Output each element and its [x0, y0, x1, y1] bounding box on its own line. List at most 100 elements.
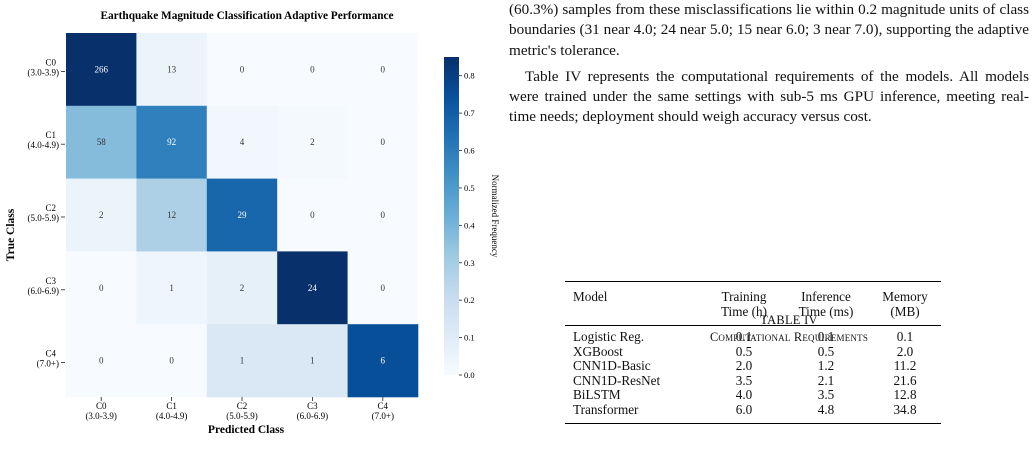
heatmap-cell-value: 0 [381, 283, 386, 293]
heatmap-cell [136, 33, 208, 107]
cell-inference-time: 1.2 [817, 358, 835, 373]
x-tick-range: (3.0-3.9) [85, 411, 117, 421]
heatmap-cell-value: 0 [381, 64, 386, 74]
y-tick-range: (3.0-3.9) [28, 67, 60, 77]
colorbar-tick-label: 0.2 [464, 295, 475, 305]
heatmap-cell [347, 251, 419, 325]
paragraph-table-intro: Table IV represents the computational re… [509, 67, 1029, 126]
y-tick-label: C3 [45, 276, 56, 286]
cell-model: Logistic Reg. [573, 329, 645, 344]
heatmap-cell [277, 251, 348, 325]
table-row: Logistic Reg. 0.1 0.1 0.1 [565, 326, 941, 345]
colorbar-tick-label: 0.4 [464, 220, 475, 230]
heatmap-cell-value: 1 [240, 356, 245, 366]
cell-training-time: 0.5 [735, 343, 753, 359]
heatmap-cell [277, 105, 348, 179]
cell-training-time: 4.0 [735, 387, 753, 402]
heatmap-cell [206, 324, 278, 398]
heatmap-cell-value: 6 [381, 356, 386, 366]
table-row: Transformer 6.0 4.8 34.8 [565, 401, 941, 424]
colorbar-tick-label: 0.5 [464, 183, 475, 193]
heatmap-cell-value: 2 [310, 137, 315, 147]
heatmap-cell [347, 105, 419, 179]
cell-inference-time: 4.8 [817, 401, 835, 417]
heatmap-cells [66, 33, 419, 398]
heatmap-cell [66, 251, 137, 325]
table-row: CNN1D-Basic 2.0 1.2 11.2 [565, 358, 941, 374]
heatmap-cell-value: 13 [167, 64, 177, 74]
cell-inference-time: 3.5 [817, 387, 835, 402]
heatmap-cell-value: 0 [310, 64, 315, 74]
colorbar-tick-label: 0.1 [464, 333, 475, 343]
table-row: CNN1D-ResNet 3.5 2.1 21.6 [565, 372, 941, 389]
colorbar-tick-label: 0.0 [464, 370, 475, 380]
y-tick-range: (4.0-4.9) [28, 140, 60, 150]
table-row: BiLSTM 4.0 3.5 12.8 [565, 387, 941, 403]
x-tick-label: C3 [307, 401, 318, 411]
cell-inference-time: 0.1 [817, 329, 835, 344]
cell-training-time: 3.5 [735, 372, 753, 388]
y-tick-label: C4 [45, 349, 56, 359]
y-tick-range: (6.0-6.9) [28, 286, 60, 296]
x-tick-label: C1 [166, 401, 177, 411]
cell-model: CNN1D-ResNet [573, 372, 661, 388]
y-tick-range: (7.0+) [37, 359, 59, 369]
colorbar-label: Normalized Frequency [490, 175, 500, 258]
heatmap-cell-value: 58 [97, 137, 107, 147]
heatmap-cell [347, 33, 419, 107]
heatmap-cell [277, 178, 348, 252]
cell-model: CNN1D-Basic [573, 358, 651, 373]
cell-memory: 0.1 [896, 329, 914, 344]
header-training-time: Training Time (h) [720, 289, 768, 319]
cell-model: Transformer [573, 401, 639, 417]
table-caption: TABLE IV Computational Requirements [509, 313, 1035, 345]
heatmap-cell-value: 0 [99, 283, 104, 293]
heatmap-cell-value: 0 [310, 210, 315, 220]
cell-memory: 2.0 [896, 343, 914, 359]
paragraph-misclassifications: (60.3%) samples from these misclassifica… [509, 1, 1029, 59]
colorbar-tick-label: 0.8 [464, 71, 475, 81]
cell-memory: 34.8 [893, 401, 917, 417]
cell-inference-time: 2.1 [817, 372, 835, 388]
heatmap-cell [206, 178, 278, 252]
x-axis-label: Predicted Class [208, 424, 285, 436]
heatmap-cell [66, 105, 137, 179]
table-title: Computational Requirements [709, 330, 869, 344]
heatmap-cell-value: 0 [381, 210, 386, 220]
heatmap-cell-value: 0 [381, 137, 386, 147]
heatmap-cell [66, 324, 137, 398]
table-header-row: Model Training Time (h) Inference Time (… [565, 281, 941, 326]
y-tick-label: C1 [45, 130, 56, 140]
heatmap-cell-value: 1 [169, 283, 174, 293]
x-tick-label: C2 [237, 401, 248, 411]
heatmap-cell [347, 324, 419, 398]
cell-training-time: 0.1 [735, 329, 753, 344]
heatmap-cell [206, 251, 278, 325]
heatmap-cell-value: 1 [310, 356, 315, 366]
heatmap-cell [136, 251, 208, 325]
x-axis-tick-labels: C0(3.0-3.9) C1(4.0-4.9) C2(5.0-5.9) C3(6.0-… [85, 397, 394, 421]
heatmap-cell [206, 33, 278, 107]
heatmap-value-labels: 266 13 0 0 058 92 4 2 02 12 29 0 00 1 2 24 00 0 1 1 6 [94, 64, 385, 365]
heatmap-cell-value: 92 [167, 137, 176, 147]
x-tick-label: C4 [378, 401, 389, 411]
heatmap-cell-value: 0 [169, 356, 174, 366]
x-tick-range: (6.0-6.9) [297, 411, 329, 421]
colorbar-ticks: 0.8 0.7 0.6 0.5 0.4 0.3 0.2 0.1 0.0 [459, 71, 475, 380]
table-number: TABLE IV [760, 313, 818, 327]
heatmap-cell-value: 2 [240, 283, 245, 293]
x-tick-range: (7.0+) [372, 411, 394, 421]
computational-requirements-table: Model Training Time (h) Inference Time (… [565, 281, 941, 424]
header-memory: Memory (MB) [882, 289, 928, 319]
heatmap-cell [347, 178, 419, 252]
x-tick-label: C0 [96, 401, 107, 411]
x-tick-range: (4.0-4.9) [156, 411, 188, 421]
cell-memory: 11.2 [893, 358, 917, 373]
heatmap-cell-value: 4 [240, 137, 245, 147]
heatmap-cell [136, 324, 208, 398]
heatmap-cell [277, 324, 348, 398]
colorbar [444, 57, 459, 375]
y-tick-range: (5.0-5.9) [28, 213, 60, 223]
heatmap-cell-value: 2 [99, 210, 104, 220]
cell-inference-time: 0.5 [817, 343, 835, 359]
